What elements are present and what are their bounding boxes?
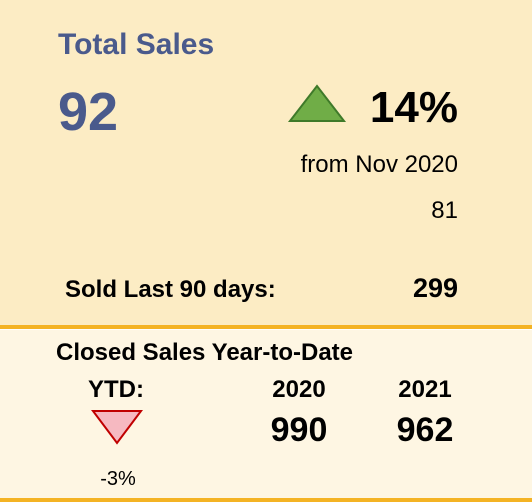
section-title: Closed Sales Year-to-Date (56, 339, 353, 366)
down-arrow (91, 410, 143, 445)
year: 2021 (398, 376, 451, 403)
year: 2020 (272, 376, 325, 403)
bottom-panel (0, 330, 532, 500)
ytd-value: 990 (271, 411, 328, 449)
comparison-label: from Nov 2020 (301, 151, 458, 178)
top-panel (0, 0, 532, 326)
ytd-change: -3% (100, 468, 136, 490)
sold-label: Sold Last 90 days: (65, 276, 276, 303)
up-arrow (287, 84, 347, 122)
change: 14% (370, 83, 458, 132)
total-value: 92 (58, 82, 118, 142)
previous-value: 81 (431, 197, 458, 224)
ytd-value: 962 (397, 411, 454, 449)
ytd-label: YTD: (88, 376, 144, 403)
sold-value: 299 (413, 273, 458, 303)
title: Total Sales (58, 28, 214, 61)
